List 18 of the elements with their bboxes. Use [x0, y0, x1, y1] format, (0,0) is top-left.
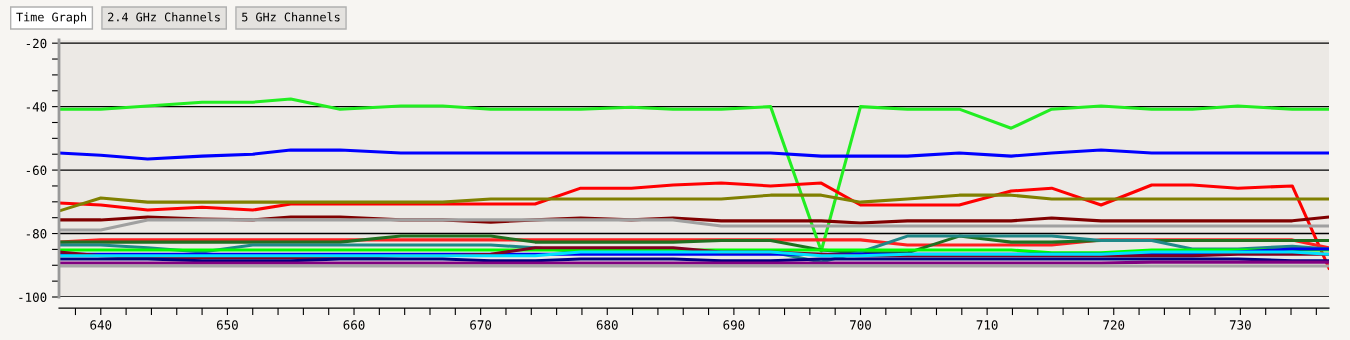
- x-tick-label: 730: [1229, 320, 1251, 330]
- x-tick-label: 650: [216, 320, 238, 330]
- y-tick-label: -40: [26, 102, 47, 112]
- text: 2.4 GHz Channels: [108, 12, 220, 22]
- x-tick-label: 640: [90, 320, 112, 330]
- x-tick-label: 660: [343, 320, 365, 330]
- x-tick-label: 700: [850, 320, 871, 330]
- y-tick-label: -80: [26, 229, 47, 239]
- x-tick-label: 710: [976, 320, 998, 330]
- text: Time Graph: [16, 12, 87, 24]
- x-tick-label: 690: [723, 320, 745, 330]
- x-tick-label: 670: [470, 320, 492, 330]
- y-tick-label: -20: [26, 38, 47, 49]
- y-tick-label: -100: [19, 292, 47, 302]
- x-tick-label: 680: [596, 320, 618, 330]
- y-tick-label: -60: [26, 165, 47, 176]
- x-tick-label: 720: [1103, 320, 1125, 330]
- text: 5 GHz Channels: [242, 12, 340, 22]
